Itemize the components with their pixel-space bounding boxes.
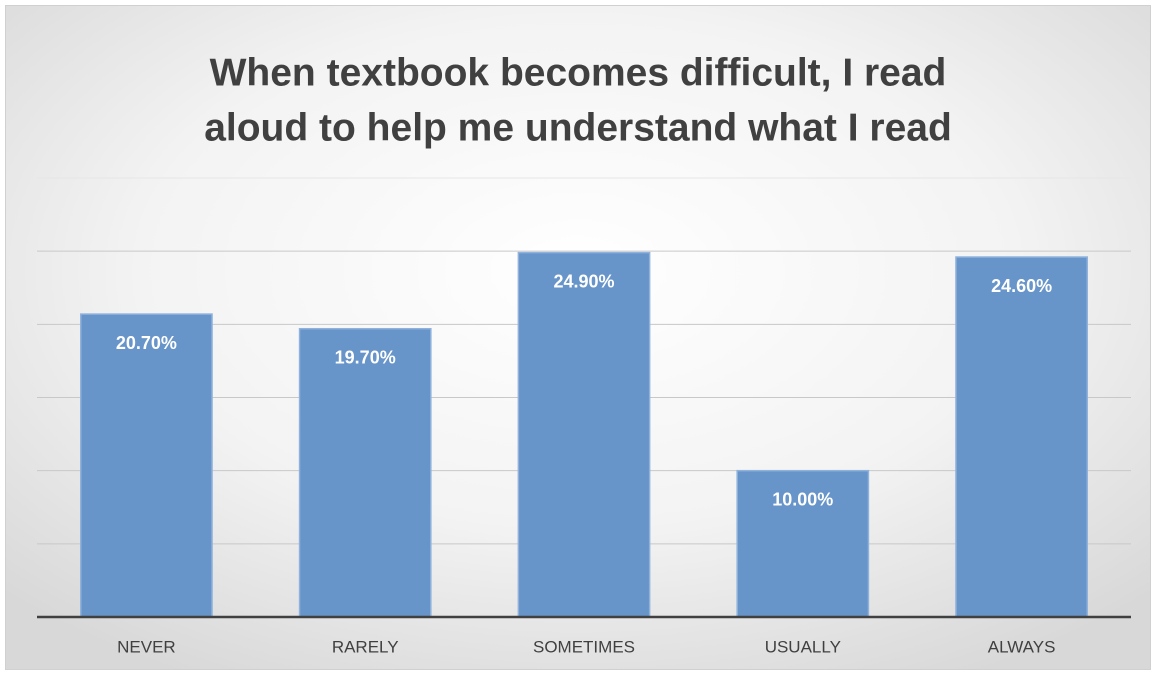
data-label: 20.70% <box>116 333 177 353</box>
x-tick-label: SOMETIMES <box>533 637 635 656</box>
x-tick-label: RARELY <box>332 637 399 656</box>
bar <box>955 256 1088 618</box>
data-label: 24.90% <box>553 271 614 291</box>
x-tick-label: ALWAYS <box>988 637 1056 656</box>
bar <box>298 327 432 618</box>
chart-title: When textbook becomes difficult, I read <box>210 51 947 94</box>
x-tick-label: NEVER <box>117 637 176 656</box>
x-tick-label: USUALLY <box>765 637 841 656</box>
bar <box>517 251 651 618</box>
bar <box>80 313 213 618</box>
data-label: 24.60% <box>991 276 1052 296</box>
data-label: 19.70% <box>335 347 396 367</box>
data-label: 10.00% <box>772 489 833 509</box>
bar <box>736 469 870 618</box>
chart-title: aloud to help me understand what I read <box>204 106 952 149</box>
